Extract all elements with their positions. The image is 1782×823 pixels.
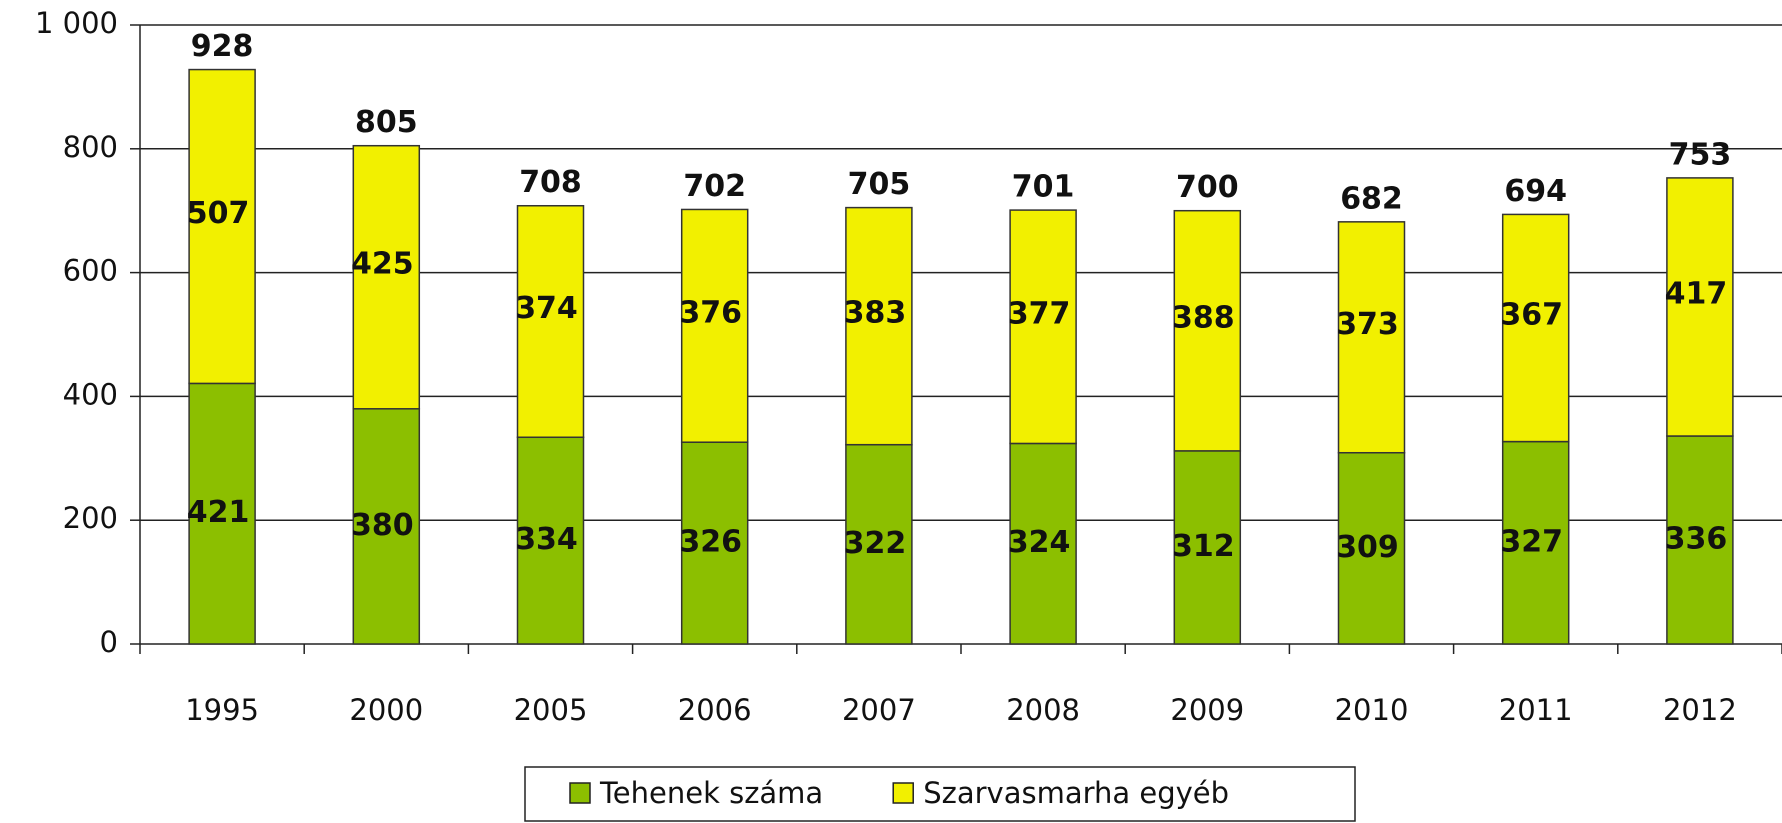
value-label: 377 <box>1008 296 1071 331</box>
legend-label: Tehenek száma <box>599 776 823 810</box>
legend-swatch <box>892 782 914 804</box>
legend-swatch <box>569 782 591 804</box>
y-tick-label: 1 000 <box>35 6 118 40</box>
total-label: 705 <box>848 167 911 202</box>
bar-segment <box>680 208 749 443</box>
bar-segment <box>188 68 256 385</box>
bar-segment <box>1666 435 1734 645</box>
total-label: 694 <box>1504 174 1567 209</box>
bar-segment <box>845 443 913 645</box>
value-label: 425 <box>351 247 414 282</box>
bar-segment <box>352 144 421 410</box>
bar-segment <box>845 206 913 446</box>
bar-segment <box>1666 177 1734 437</box>
value-label: 367 <box>1500 298 1563 333</box>
x-tick-label: 2005 <box>514 693 588 727</box>
total-label: 701 <box>1012 170 1075 205</box>
value-label: 322 <box>844 526 907 561</box>
bar-segment <box>1173 209 1242 452</box>
y-tick-label: 0 <box>100 625 118 659</box>
x-tick-label: 2006 <box>678 693 752 727</box>
value-label: 507 <box>187 196 250 231</box>
bar-segment <box>188 382 256 645</box>
x-tick-label: 2012 <box>1663 693 1737 727</box>
x-tick-label: 2008 <box>1006 693 1080 727</box>
total-label: 753 <box>1669 137 1732 172</box>
value-label: 334 <box>515 522 578 557</box>
bar-segment <box>1501 213 1570 443</box>
bar-segment <box>516 436 585 645</box>
bar-segment <box>352 408 421 645</box>
value-label: 327 <box>1500 524 1563 559</box>
bar-segment <box>1009 209 1077 445</box>
y-tick-label: 800 <box>63 130 118 164</box>
value-label: 383 <box>844 296 907 331</box>
value-label: 336 <box>1665 522 1728 557</box>
total-label: 702 <box>683 169 746 204</box>
total-label: 805 <box>355 105 418 140</box>
y-tick-label: 400 <box>63 377 118 411</box>
value-label: 417 <box>1665 276 1728 311</box>
value-label: 312 <box>1172 529 1235 564</box>
bar-segment <box>516 204 585 439</box>
value-label: 380 <box>351 508 414 543</box>
bar-segment <box>1173 450 1242 645</box>
total-label: 928 <box>191 29 254 64</box>
total-label: 708 <box>519 165 582 200</box>
x-tick-label: 2009 <box>1170 693 1244 727</box>
legend-label: Szarvasmarha egyéb <box>923 776 1229 810</box>
x-tick-label: 2011 <box>1499 693 1573 727</box>
x-tick-label: 2000 <box>349 693 423 727</box>
total-label: 700 <box>1176 170 1239 205</box>
value-label: 388 <box>1172 300 1235 335</box>
value-label: 376 <box>679 295 742 330</box>
total-label: 682 <box>1340 181 1403 216</box>
bar-segment <box>680 441 749 645</box>
bar-segment <box>1337 221 1406 454</box>
value-label: 421 <box>187 495 250 530</box>
value-label: 374 <box>515 291 578 326</box>
legend-box <box>524 766 1356 822</box>
value-label: 373 <box>1336 307 1399 342</box>
value-label: 324 <box>1008 525 1071 560</box>
x-tick-label: 1995 <box>185 693 259 727</box>
y-tick-label: 600 <box>63 254 118 288</box>
x-tick-label: 2007 <box>842 693 916 727</box>
value-label: 309 <box>1336 530 1399 565</box>
value-label: 326 <box>679 525 742 560</box>
x-tick-label: 2010 <box>1335 693 1409 727</box>
y-tick-label: 200 <box>63 501 118 535</box>
